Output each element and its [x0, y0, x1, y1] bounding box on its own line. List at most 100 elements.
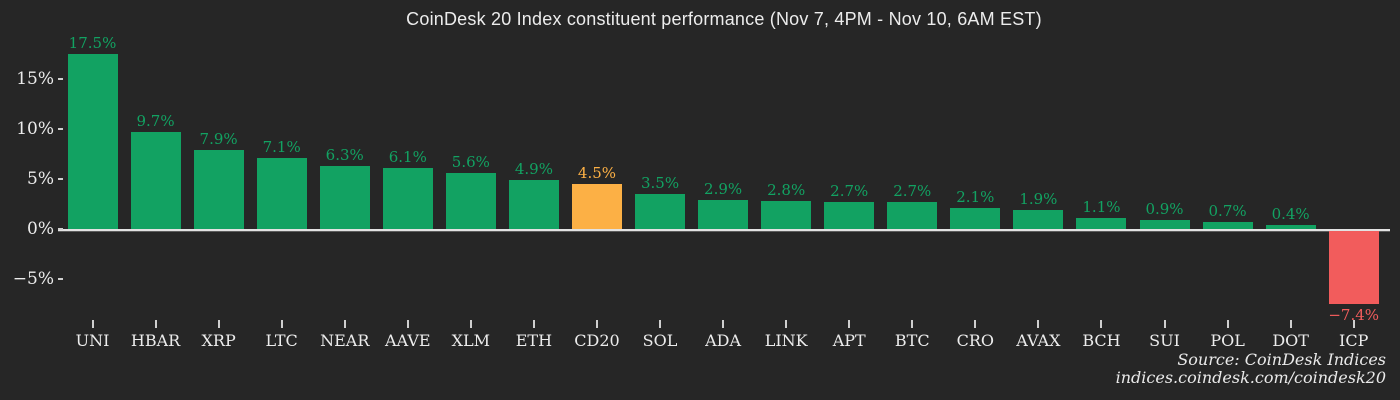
source-attribution: Source: CoinDesk Indices indices.coindes…	[1116, 351, 1386, 387]
x-axis-label-ada: ADA	[705, 331, 742, 350]
x-axis-label-near: NEAR	[320, 331, 370, 350]
x-axis-label-sol: SOL	[642, 331, 678, 350]
x-axis-tick-mark	[217, 320, 220, 328]
value-label-cro: 2.1%	[956, 188, 995, 206]
y-axis-tick-mark	[58, 128, 63, 130]
bar-uni	[67, 54, 118, 229]
y-axis-tick-mark	[58, 78, 63, 80]
value-label-bch: 1.1%	[1082, 198, 1121, 216]
bar-apt	[824, 202, 875, 229]
x-axis-tick-mark	[532, 320, 535, 328]
value-label-xlm: 5.6%	[451, 153, 490, 171]
x-axis-label-hbar: HBAR	[130, 331, 181, 350]
bar-btc	[887, 202, 938, 229]
x-axis-tick-mark	[1037, 320, 1040, 328]
source-text: Source: CoinDesk Indices	[1177, 350, 1386, 369]
zero-axis-line	[58, 229, 1390, 231]
x-axis-tick-mark	[1289, 320, 1292, 328]
bar-icp	[1328, 231, 1379, 304]
bar-near	[319, 166, 370, 229]
x-axis-label-apt: APT	[832, 331, 866, 350]
x-axis-tick-mark	[848, 320, 851, 328]
x-axis-tick-mark	[722, 320, 725, 328]
bar-dot	[1265, 225, 1316, 229]
bar-bch	[1076, 218, 1127, 229]
x-axis-label-xrp: XRP	[201, 331, 236, 350]
bar-cd20	[571, 184, 622, 229]
y-axis-tick-mark	[58, 228, 63, 230]
source-url: indices.coindesk.com/coindesk20	[1115, 368, 1386, 387]
y-axis-tick-label: 15%	[16, 69, 54, 89]
bar-sol	[635, 194, 686, 229]
value-label-icp: −7.4%	[1328, 306, 1380, 324]
bar-ada	[698, 200, 749, 229]
value-label-ltc: 7.1%	[262, 138, 301, 156]
x-axis-tick-mark	[343, 320, 346, 328]
x-axis-tick-mark	[1352, 320, 1355, 328]
x-axis-label-dot: DOT	[1272, 331, 1309, 350]
x-axis-tick-mark	[974, 320, 977, 328]
x-axis-label-btc: BTC	[894, 331, 930, 350]
x-axis-label-avax: AVAX	[1016, 331, 1061, 350]
x-axis-tick-mark	[595, 320, 598, 328]
value-label-avax: 1.9%	[1019, 190, 1058, 208]
x-axis-label-cd20: CD20	[574, 331, 620, 350]
x-axis-tick-mark	[1226, 320, 1229, 328]
value-label-btc: 2.7%	[893, 182, 932, 200]
x-axis-label-icp: ICP	[1339, 331, 1369, 350]
x-axis-tick-mark	[1163, 320, 1166, 328]
bar-xrp	[193, 150, 244, 229]
value-label-ada: 2.9%	[704, 180, 743, 198]
x-axis-tick-mark	[154, 320, 157, 328]
x-axis-tick-mark	[469, 320, 472, 328]
bar-xlm	[445, 173, 496, 229]
bar-cro	[950, 208, 1001, 229]
value-label-link: 2.8%	[767, 181, 806, 199]
bar-aave	[382, 168, 433, 229]
value-label-eth: 4.9%	[514, 160, 553, 178]
x-axis-label-cro: CRO	[956, 331, 995, 350]
x-axis-label-bch: BCH	[1082, 331, 1121, 350]
value-label-sol: 3.5%	[640, 174, 680, 192]
x-axis-label-xlm: XLM	[451, 331, 491, 350]
x-axis-label-ltc: LTC	[265, 331, 298, 350]
bar-ltc	[256, 158, 307, 229]
y-axis-tick-mark	[58, 278, 63, 280]
y-axis-tick-label: −5%	[12, 269, 54, 289]
x-axis-tick-mark	[280, 320, 283, 328]
bar-pol	[1202, 222, 1253, 229]
x-axis-tick-mark	[785, 320, 788, 328]
bar-sui	[1139, 220, 1190, 229]
value-label-pol: 0.7%	[1208, 202, 1247, 220]
x-axis-label-uni: UNI	[75, 331, 110, 350]
value-label-xrp: 7.9%	[199, 130, 238, 148]
x-axis-tick-mark	[911, 320, 914, 328]
y-axis-tick-label: 0%	[27, 219, 54, 239]
x-axis-label-eth: ETH	[515, 331, 553, 350]
value-label-hbar: 9.7%	[136, 112, 175, 130]
value-label-near: 6.3%	[325, 146, 364, 164]
bar-eth	[508, 180, 559, 229]
x-axis-label-link: LINK	[764, 331, 808, 350]
value-label-apt: 2.7%	[830, 182, 869, 200]
x-axis-tick-mark	[406, 320, 409, 328]
y-axis-tick-label: 5%	[27, 169, 54, 189]
chart-title: CoinDesk 20 Index constituent performanc…	[406, 9, 1042, 29]
y-axis-tick-mark	[58, 178, 63, 180]
y-axis-tick-label: 10%	[16, 119, 54, 139]
value-label-cd20: 4.5%	[577, 164, 617, 182]
value-label-aave: 6.1%	[388, 148, 427, 166]
bar-hbar	[130, 132, 181, 229]
x-axis-label-sui: SUI	[1149, 331, 1180, 350]
x-axis-tick-mark	[1100, 320, 1103, 328]
bar-link	[761, 201, 812, 229]
x-axis-tick-mark	[659, 320, 662, 328]
x-axis-tick-mark	[91, 320, 94, 328]
x-axis-label-aave: AAVE	[385, 331, 431, 350]
bar-avax	[1013, 210, 1064, 229]
value-label-sui: 0.9%	[1145, 200, 1184, 218]
value-label-dot: 0.4%	[1271, 205, 1310, 223]
x-axis-label-pol: POL	[1210, 331, 1245, 350]
